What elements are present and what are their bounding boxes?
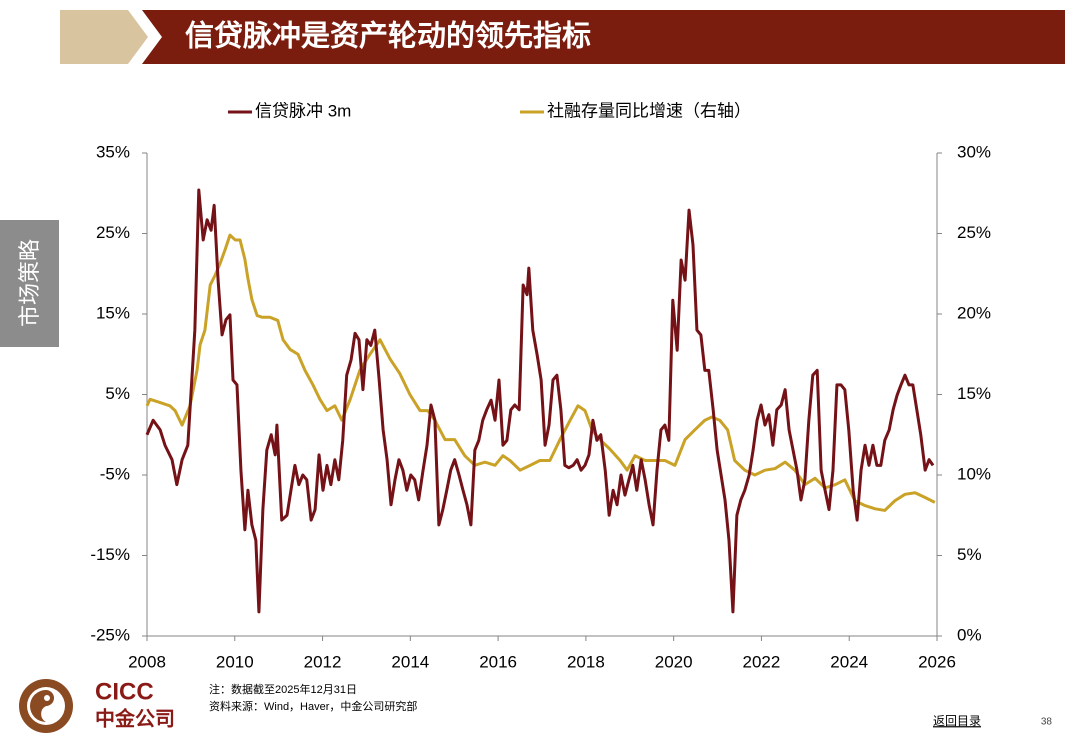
y-tick-label: -25%	[90, 625, 130, 644]
plot: -25% -15% -5% 5% 15% 25% 35% 0% 5% 10% 15% 20% 25% 30…	[90, 101, 991, 671]
header-chevron	[60, 10, 148, 64]
sidebar-tab	[0, 220, 59, 347]
x-tick-label: 2024	[830, 652, 868, 671]
x-tick-label: 2012	[304, 652, 342, 671]
y-tick-label: -5%	[100, 464, 130, 483]
back-link[interactable]: 返回目录	[933, 714, 981, 728]
series-line	[145, 233, 936, 512]
y-tick-label: -15%	[90, 545, 130, 564]
y-tick-label: 25%	[96, 223, 130, 242]
logo-cn: 中金公司	[95, 706, 175, 730]
y-tick-label: 15%	[96, 303, 130, 322]
legend-label: 信贷脉冲 3m	[255, 101, 351, 120]
x-tick-label: 2020	[655, 652, 693, 671]
logo	[19, 679, 73, 733]
slide-title: 信贷脉冲是资产轮动的领先指标	[185, 19, 591, 53]
note: 注：数据截至2025年12月31日	[209, 682, 357, 696]
x-tick-label: 2010	[216, 652, 254, 671]
sidebar-label: 市场策略	[17, 239, 42, 327]
x-tick-label: 2022	[743, 652, 781, 671]
header-banner	[142, 10, 1065, 64]
page-number: 38	[1041, 717, 1053, 728]
y2-tick-label: 0%	[957, 625, 982, 644]
y-tick-label: 35%	[96, 142, 130, 161]
legend-label: 社融存量同比增速（右轴）	[547, 101, 751, 120]
source: 资料来源：Wind，Haver，中金公司研究部	[209, 699, 417, 713]
y2-tick-label: 10%	[957, 464, 991, 483]
x-tick-label: 2014	[391, 652, 429, 671]
x-tick-label: 2008	[128, 652, 166, 671]
x-tick-label: 2016	[479, 652, 517, 671]
logo-dot	[44, 695, 50, 701]
y2-tick-label: 5%	[957, 545, 982, 564]
y2-tick-label: 30%	[957, 142, 991, 161]
x-tick-label: 2026	[918, 652, 956, 671]
y2-tick-label: 25%	[957, 223, 991, 242]
series-line	[145, 188, 935, 614]
logo-en: CICC	[95, 678, 154, 705]
y2-tick-label: 20%	[957, 303, 991, 322]
y2-tick-label: 15%	[957, 384, 991, 403]
y-tick-label: 5%	[105, 384, 130, 403]
x-tick-label: 2018	[567, 652, 605, 671]
